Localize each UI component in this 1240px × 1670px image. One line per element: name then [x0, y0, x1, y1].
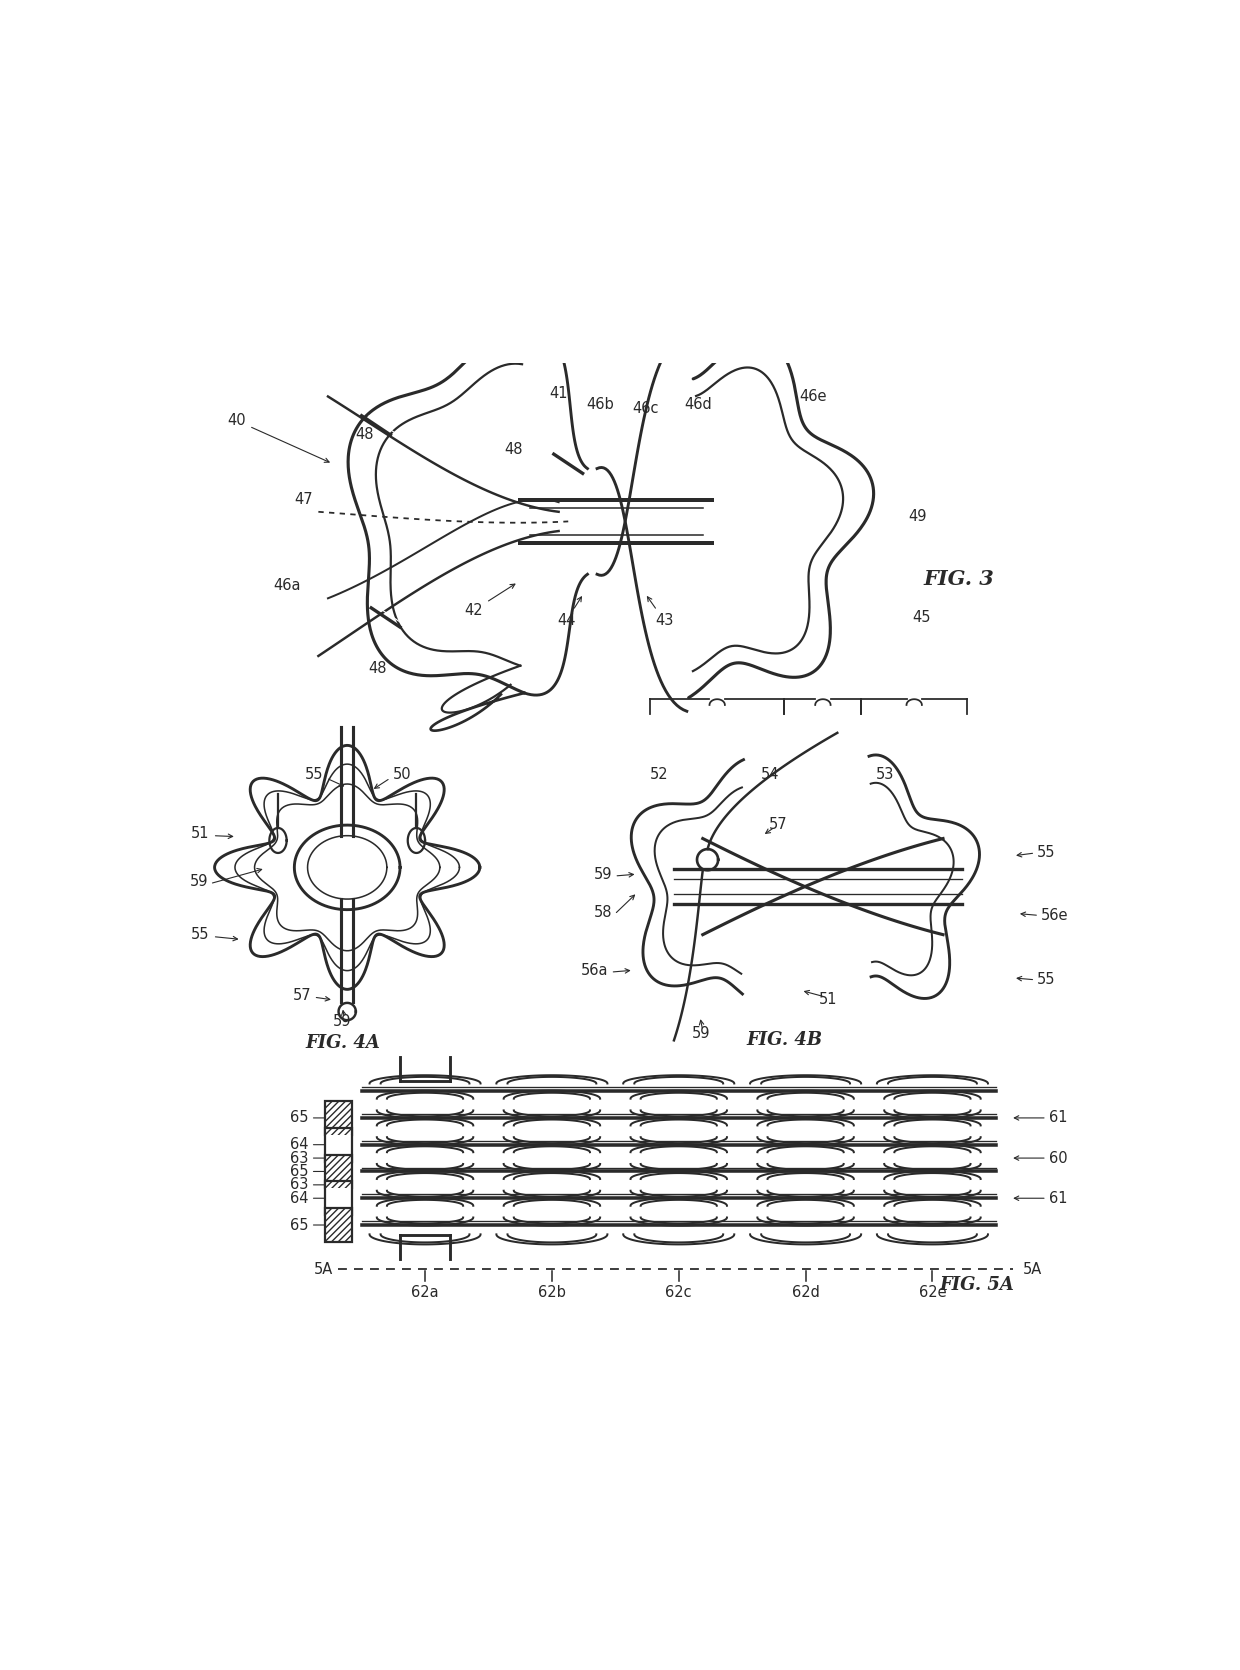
Bar: [325, 1154, 352, 1189]
Text: 63: 63: [290, 1177, 309, 1192]
Text: 55: 55: [1037, 972, 1055, 987]
Text: 61: 61: [1049, 1191, 1068, 1206]
Text: 56a: 56a: [582, 962, 609, 977]
Bar: [325, 1101, 352, 1134]
Text: 64: 64: [290, 1137, 309, 1152]
Text: 55: 55: [305, 767, 324, 782]
Text: 44: 44: [557, 596, 582, 628]
Text: 46a: 46a: [273, 578, 300, 593]
Text: 55: 55: [191, 927, 210, 942]
Text: FIG. 4A: FIG. 4A: [305, 1034, 379, 1052]
Text: 48: 48: [505, 443, 523, 458]
Text: FIG. 4B: FIG. 4B: [746, 1032, 822, 1049]
Bar: [325, 1207, 352, 1242]
Text: 5A: 5A: [1023, 1261, 1042, 1276]
Text: 62a: 62a: [412, 1284, 439, 1299]
Text: 51: 51: [191, 827, 210, 842]
Bar: [325, 1207, 352, 1242]
Text: 42: 42: [465, 584, 515, 618]
Text: 41: 41: [549, 386, 568, 401]
Bar: [325, 1154, 352, 1189]
Text: 5A: 5A: [314, 1261, 332, 1276]
Text: 61: 61: [1049, 1111, 1068, 1126]
Bar: [325, 1127, 352, 1162]
Text: 62e: 62e: [919, 1284, 946, 1299]
Text: 46b: 46b: [587, 397, 614, 412]
Text: 45: 45: [913, 610, 931, 625]
Text: 46c: 46c: [632, 401, 658, 416]
Text: 55: 55: [1037, 845, 1055, 860]
Text: 64: 64: [290, 1191, 309, 1206]
Text: 65: 65: [290, 1217, 309, 1232]
Text: 62d: 62d: [791, 1284, 820, 1299]
Text: 59: 59: [594, 867, 613, 882]
Text: 47: 47: [295, 491, 314, 506]
Text: 59: 59: [334, 1014, 352, 1029]
Text: 43: 43: [647, 596, 673, 628]
Text: 52: 52: [650, 767, 668, 782]
Text: 62c: 62c: [666, 1284, 692, 1299]
Text: 58: 58: [594, 905, 613, 920]
Text: 59: 59: [692, 1025, 711, 1040]
Text: 57: 57: [293, 987, 311, 1002]
Text: 51: 51: [818, 992, 837, 1007]
Text: FIG. 3: FIG. 3: [924, 569, 994, 590]
Text: 56e: 56e: [1042, 908, 1069, 924]
Text: 62b: 62b: [538, 1284, 565, 1299]
Text: 50: 50: [392, 767, 410, 782]
Text: 59: 59: [190, 875, 208, 890]
Text: 54: 54: [761, 767, 779, 782]
Bar: [325, 1101, 352, 1134]
Text: 48: 48: [368, 661, 387, 676]
Text: 53: 53: [877, 767, 894, 782]
Text: FIG. 5A: FIG. 5A: [939, 1276, 1014, 1294]
Text: 40: 40: [228, 412, 329, 463]
Bar: [325, 1181, 352, 1216]
Text: 48: 48: [355, 428, 373, 443]
Text: 49: 49: [908, 509, 926, 524]
Text: 60: 60: [1049, 1151, 1068, 1166]
Text: 65: 65: [290, 1164, 309, 1179]
Text: 65: 65: [290, 1111, 309, 1126]
Text: 57: 57: [769, 817, 787, 832]
Text: 46d: 46d: [684, 397, 712, 412]
Text: 63: 63: [290, 1151, 309, 1166]
Text: 46e: 46e: [800, 389, 827, 404]
